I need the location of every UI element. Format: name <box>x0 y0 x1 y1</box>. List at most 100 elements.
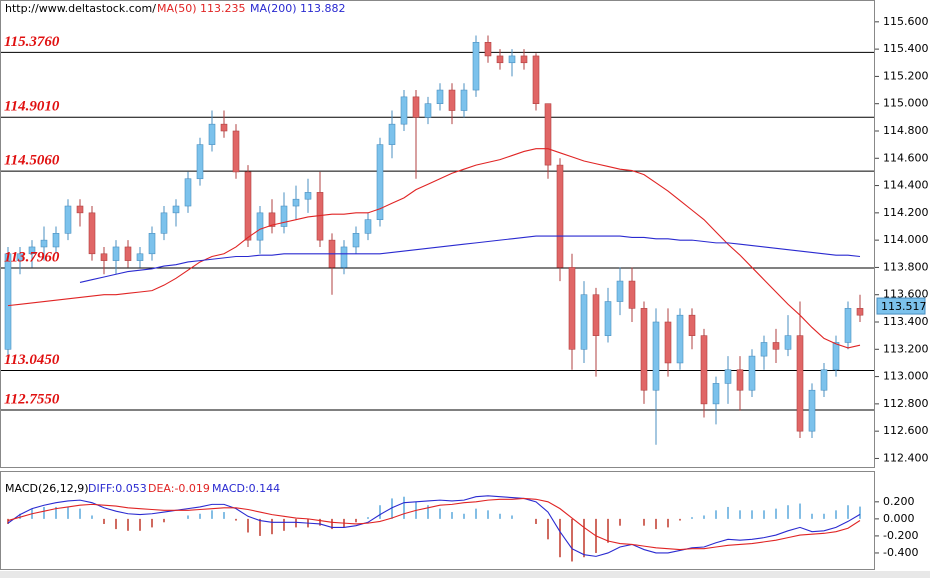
candle-body <box>460 89 468 111</box>
y-tick-label: 115.200 <box>883 69 929 82</box>
candle-body <box>568 267 576 350</box>
candle-body <box>736 369 744 391</box>
legend-value: 113.882 <box>300 2 346 15</box>
y-tick-label: 113.600 <box>883 288 929 301</box>
candle-body <box>508 55 516 64</box>
candle-body <box>604 301 612 336</box>
line <box>7 148 861 349</box>
candle-body <box>280 205 288 227</box>
candle-body <box>496 55 504 64</box>
candle-body <box>268 212 276 227</box>
candle-body <box>172 205 180 214</box>
y-tick-label: 113.200 <box>883 342 929 355</box>
line <box>79 235 861 283</box>
candle-body <box>796 335 804 432</box>
macd-panel <box>0 471 875 570</box>
candle-body <box>16 253 24 261</box>
axes: 112.400 112.600 112.800 113.000 113.200 113.4… <box>4 15 929 559</box>
candle-body <box>520 55 528 64</box>
last-price-box <box>876 297 926 315</box>
level-label: 115.3760 <box>4 34 60 50</box>
candle-body <box>760 342 768 357</box>
y-tick-label: 114.000 <box>883 233 929 246</box>
candle-body <box>544 103 552 166</box>
candle-body <box>448 89 456 111</box>
candle-body <box>580 294 588 350</box>
legend-value: 113.235 <box>200 2 246 15</box>
legend-name: MA(200) <box>250 2 297 15</box>
candle-body <box>436 89 444 104</box>
legend-name: MA(50) <box>157 2 197 15</box>
candle-body <box>640 308 648 391</box>
price-panel <box>0 0 875 468</box>
candle-body <box>64 205 72 234</box>
level-label: 113.0450 <box>4 352 60 368</box>
y-tick-label: 114.800 <box>883 124 929 137</box>
candle-body <box>40 239 48 248</box>
level-label: 112.7550 <box>4 391 60 407</box>
y-tick-label: 113.400 <box>883 315 929 328</box>
level-label: 113.7960 <box>4 249 60 265</box>
candle-body <box>148 233 156 255</box>
candle-body <box>616 280 624 302</box>
level-label: 114.5060 <box>4 153 60 169</box>
candle-body <box>724 369 732 384</box>
candle-body <box>364 219 372 234</box>
candle-body <box>712 383 720 405</box>
candle-body <box>88 212 96 255</box>
candle-body <box>256 212 264 241</box>
y-tick-label: 112.800 <box>883 397 929 410</box>
candle-body <box>232 130 240 173</box>
candle-body <box>412 96 420 118</box>
candle-body <box>820 369 828 391</box>
y-tick-label: 114.400 <box>883 179 929 192</box>
bottom-strip <box>0 571 930 578</box>
candle-body <box>76 205 84 214</box>
candle-body <box>184 178 192 207</box>
candle-body <box>244 171 252 241</box>
candle-body <box>772 342 780 350</box>
source: http://www.deltastock.com/ <box>5 2 156 15</box>
y-tick-label: 112.600 <box>883 424 929 437</box>
y-tick-label: -0.200 <box>883 529 918 542</box>
candle-body <box>400 96 408 125</box>
candle-body <box>808 389 816 432</box>
y-tick-label: 112.400 <box>883 451 929 464</box>
candle-body <box>784 335 792 350</box>
candle-body <box>592 294 600 336</box>
y-tick-label: 0.000 <box>883 512 915 525</box>
candle-body <box>832 342 840 371</box>
line <box>7 495 861 557</box>
candle-body <box>100 253 108 261</box>
y-tick-label: 113.000 <box>883 370 929 383</box>
line <box>7 497 861 551</box>
candle-body <box>208 123 216 145</box>
level-label: 114.9010 <box>4 99 60 115</box>
last-price: 113.517 <box>881 300 927 313</box>
candle-body <box>340 246 348 268</box>
candle-body <box>388 123 396 145</box>
y-tick-label: 113.800 <box>883 260 929 273</box>
candle-body <box>124 246 132 261</box>
candle-body <box>376 144 384 220</box>
candle-body <box>532 55 540 104</box>
macd-title: MACD(26,12,9) <box>5 482 89 495</box>
candle-body <box>424 103 432 118</box>
candle-body <box>748 355 756 391</box>
candle-body <box>628 280 636 309</box>
candle-body <box>292 198 300 207</box>
price-plot <box>1 35 874 445</box>
y-tick-label: -0.400 <box>883 546 918 559</box>
candle-body <box>4 253 12 350</box>
candle-body <box>688 314 696 336</box>
candle-body <box>352 233 360 248</box>
y-tick-label: 115.000 <box>883 97 929 110</box>
candle-body <box>220 123 228 132</box>
candle-body <box>160 212 168 234</box>
candle-body <box>196 144 204 180</box>
y-tick-label: 115.600 <box>883 15 929 28</box>
candle-body <box>472 41 480 91</box>
y-tick-label: 115.400 <box>883 42 929 55</box>
candle-body <box>484 41 492 57</box>
